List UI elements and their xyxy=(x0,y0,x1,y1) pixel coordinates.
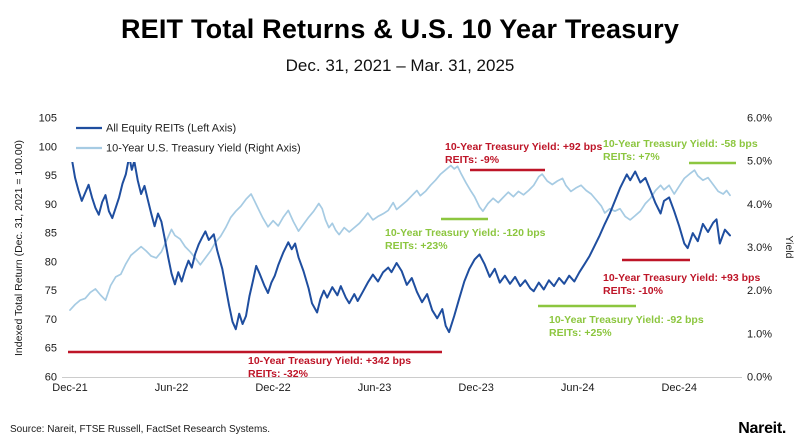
series-line-all-equity-reits xyxy=(69,145,731,334)
annotation-text-line1: 10-Year Treasury Yield: -120 bps xyxy=(385,227,546,239)
source-note: Source: Nareit, FTSE Russell, FactSet Re… xyxy=(10,424,271,435)
right-tick-label: 2.0% xyxy=(747,285,772,297)
x-tick-label: Dec-21 xyxy=(52,382,87,394)
right-tick-label: 0.0% xyxy=(747,372,772,384)
x-axis-ticks: Dec-21 Jun-22 Dec-22 Jun-23 Dec-23 Jun-24 Dec-… xyxy=(52,382,697,394)
chart-title: REIT Total Returns & U.S. 10 Year Treasu… xyxy=(120,14,680,44)
nareit-logo: Nareit. xyxy=(738,420,786,437)
left-tick-label: 75 xyxy=(45,285,57,297)
right-tick-label: 6.0% xyxy=(747,113,772,125)
plot-series xyxy=(69,145,731,334)
left-tick-label: 95 xyxy=(45,170,57,182)
annotation-text-line2: REITs: +25% xyxy=(549,327,612,339)
legend-background xyxy=(68,116,322,162)
annotation-text-line1: 10-Year Treasury Yield: +93 bps xyxy=(603,272,760,284)
chart-legend: All Equity REITs (Left Axis) 10-Year U.S.… xyxy=(68,116,322,162)
left-tick-label: 70 xyxy=(45,314,57,326)
annotation-text-line2: REITs: -10% xyxy=(603,285,664,297)
annotation-text-line1: 10-Year Treasury Yield: -58 bps xyxy=(603,138,758,150)
left-tick-label: 90 xyxy=(45,199,57,211)
left-tick-label: 105 xyxy=(39,113,57,125)
annotation-text-line1: 10-Year Treasury Yield: -92 bps xyxy=(549,314,704,326)
right-tick-label: 3.0% xyxy=(747,242,772,254)
chart-subtitle: Dec. 31, 2021 – Mar. 31, 2025 xyxy=(285,56,515,75)
x-tick-label: Jun-22 xyxy=(155,382,189,394)
annotation-text-line2: REITs: +7% xyxy=(603,151,660,163)
series-line-10-year-u-s-treasury-yield xyxy=(69,164,731,311)
right-tick-label: 4.0% xyxy=(747,199,772,211)
annotation-text-line2: REITs: +23% xyxy=(385,240,448,252)
annotation-text-line2: REITs: -32% xyxy=(248,368,309,380)
left-tick-label: 100 xyxy=(39,141,57,153)
left-axis-title: Indexed Total Return (Dec. 31, 2021 = 10… xyxy=(13,140,25,356)
legend-label: All Equity REITs (Left Axis) xyxy=(106,123,236,135)
x-tick-label: Jun-23 xyxy=(358,382,392,394)
left-tick-label: 60 xyxy=(45,372,57,384)
right-tick-label: 5.0% xyxy=(747,156,772,168)
left-tick-label: 65 xyxy=(45,343,57,355)
annotation-text-line1: 10-Year Treasury Yield: +92 bps xyxy=(445,141,602,153)
right-axis-title: Yield xyxy=(783,236,795,259)
legend-label: 10-Year U.S. Treasury Yield (Right Axis) xyxy=(106,143,301,155)
x-tick-label: Dec-24 xyxy=(661,382,696,394)
annotation-text-line2: REITs: -9% xyxy=(445,154,500,166)
annotation-text-line1: 10-Year Treasury Yield: +342 bps xyxy=(248,355,411,367)
left-tick-label: 85 xyxy=(45,228,57,240)
x-tick-label: Dec-23 xyxy=(458,382,493,394)
x-tick-label: Dec-22 xyxy=(255,382,290,394)
right-tick-label: 1.0% xyxy=(747,328,772,340)
right-axis-ticks: 6.0% 5.0% 4.0% 3.0% 2.0% 1.0% 0.0% xyxy=(747,113,772,384)
x-tick-label: Jun-24 xyxy=(561,382,595,394)
left-axis-ticks: 105 100 95 90 85 80 75 70 65 60 xyxy=(39,113,57,384)
left-tick-label: 80 xyxy=(45,256,57,268)
